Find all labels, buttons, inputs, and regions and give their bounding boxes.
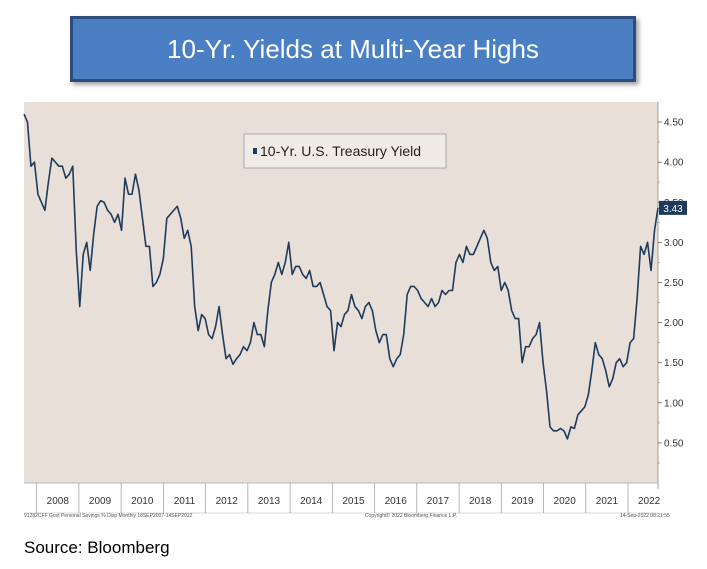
- x-tick-label: 2015: [342, 496, 365, 507]
- source-note: Source: Bloomberg: [24, 538, 170, 557]
- title-banner: 10-Yr. Yields at Multi-Year Highs: [70, 16, 636, 82]
- x-tick-label: 2013: [258, 496, 281, 507]
- legend-box: [243, 133, 447, 169]
- x-tick-label: 2021: [596, 496, 619, 507]
- y-tick-label: 3.00: [664, 238, 684, 249]
- x-tick-label: 2010: [131, 496, 154, 507]
- x-tick-label: 2017: [427, 496, 450, 507]
- legend-label: 10-Yr. U.S. Treasury Yield: [260, 143, 421, 159]
- y-tick-label: 2.50: [664, 278, 684, 289]
- chart-area: 0.501.001.502.002.503.003.504.004.502008…: [22, 100, 690, 522]
- line-chart: 0.501.001.502.002.503.003.504.004.502008…: [23, 102, 687, 514]
- y-tick-label: 2.00: [664, 318, 684, 329]
- y-tick-label: 4.50: [664, 118, 684, 129]
- y-tick-label: 1.50: [664, 358, 684, 369]
- footer-copyright: Copyright© 2022 Bloomberg Finance L.P.: [365, 513, 457, 519]
- last-value-badge: [659, 200, 687, 215]
- y-tick-label: 0.50: [664, 438, 684, 449]
- series-line: [23, 113, 659, 440]
- x-tick-label: 2020: [554, 496, 577, 507]
- footer-series-info: 91282CFF Govt Personal Savings % Disp Mo…: [24, 513, 193, 519]
- x-tick-label: 2019: [511, 496, 534, 507]
- chart-title: 10-Yr. Yields at Multi-Year Highs: [167, 33, 539, 64]
- x-tick-label: 2022: [638, 496, 661, 507]
- y-tick-label: 1.00: [664, 398, 684, 409]
- x-tick-label: 2018: [469, 496, 492, 507]
- x-tick-label: 2011: [174, 496, 196, 507]
- x-tick-label: 2016: [385, 496, 408, 507]
- x-tick-label: 2012: [216, 496, 239, 507]
- x-tick-label: 2008: [47, 496, 70, 507]
- x-tick-label: 2014: [300, 496, 323, 507]
- x-tick-label: 2009: [89, 496, 112, 507]
- y-tick-label: 4.00: [664, 158, 684, 169]
- last-value-label: 3.43: [663, 204, 683, 215]
- footer-timestamp: 14-Sep-2022 08:21:55: [620, 513, 670, 519]
- legend-swatch: [253, 148, 257, 154]
